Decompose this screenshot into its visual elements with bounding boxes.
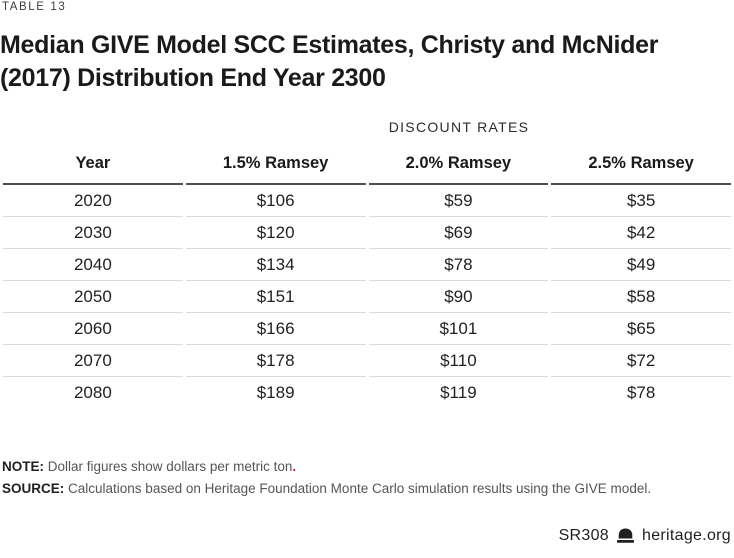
note-period-accent: .: [292, 459, 297, 474]
column-group-header: DISCOUNT RATES: [388, 119, 530, 135]
table-cell: 2040: [3, 249, 183, 281]
table-cell: $72: [551, 345, 731, 377]
column-header-year: Year: [3, 148, 183, 185]
table-cell: 2070: [3, 345, 183, 377]
page-footer: SR308 heritage.org: [559, 527, 731, 545]
table-cell: $120: [185, 217, 366, 249]
column-header-1-5-ramsey: 1.5% Ramsey: [185, 148, 366, 185]
table-row: 2030 $120 $69 $42: [3, 217, 731, 249]
table-cell: $78: [368, 249, 549, 281]
note-text: Dollar figures show dollars per metric t…: [44, 459, 293, 474]
table-cell: 2020: [3, 185, 183, 217]
column-header-2-0-ramsey: 2.0% Ramsey: [368, 148, 549, 185]
table-cell: $178: [185, 345, 366, 377]
table-cell: $119: [440, 383, 477, 402]
table-row: 2080 $189 $119 $78: [3, 377, 731, 409]
table-cell: $78: [626, 383, 656, 402]
table-cell: $58: [551, 281, 731, 313]
table-cell: 2050: [3, 281, 183, 313]
note-label: NOTE:: [2, 459, 44, 474]
source-line: SOURCE: Calculations based on Heritage F…: [2, 478, 734, 500]
scc-estimates-table: Year 1.5% Ramsey 2.0% Ramsey 2.5% Ramsey…: [0, 148, 734, 409]
table-row: 2060 $166 $101 $65: [3, 313, 731, 345]
site-link[interactable]: heritage.org: [642, 527, 731, 544]
table-cell: $151: [185, 281, 366, 313]
table-cell: $134: [185, 249, 366, 281]
table-title: Median GIVE Model SCC Estimates, Christy…: [0, 29, 700, 95]
table-row: 2020 $106 $59 $35: [3, 185, 731, 217]
liberty-bell-icon: [616, 528, 635, 544]
source-label: SOURCE:: [2, 481, 65, 496]
table-cell: $59: [368, 185, 549, 217]
table-notes: NOTE: Dollar figures show dollars per me…: [2, 456, 734, 500]
table-cell: $110: [368, 345, 549, 377]
column-header-2-5-ramsey: 2.5% Ramsey: [551, 148, 731, 185]
table-cell: $69: [368, 217, 549, 249]
table-cell: 2060: [3, 313, 183, 345]
table-cell: $166: [185, 313, 366, 345]
report-id: SR308: [558, 527, 609, 544]
table-cell: $106: [185, 185, 366, 217]
table-cell: $35: [551, 185, 731, 217]
table-row: 2040 $134 $78 $49: [3, 249, 731, 281]
table-cell: $49: [551, 249, 731, 281]
table-cell: 2030: [3, 217, 183, 249]
table-title-line1: Median GIVE Model SCC Estimates, Christy…: [0, 31, 659, 59]
table-number-label: TABLE 13: [2, 1, 67, 13]
table-cell: $189: [256, 383, 295, 402]
note-line: NOTE: Dollar figures show dollars per me…: [2, 456, 734, 478]
table-cell: $65: [551, 313, 731, 345]
table-cell: $90: [368, 281, 549, 313]
source-text: Calculations based on Heritage Foundatio…: [64, 481, 652, 496]
table-cell: $101: [368, 313, 549, 345]
table-cell: 2080: [73, 383, 112, 402]
table-header-row: Year 1.5% Ramsey 2.0% Ramsey 2.5% Ramsey: [3, 148, 731, 185]
table-title-line2: (2017) Distribution End Year 2300: [0, 64, 386, 92]
table-cell: $42: [551, 217, 731, 249]
table-row: 2050 $151 $90 $58: [3, 281, 731, 313]
table-row: 2070 $178 $110 $72: [3, 345, 731, 377]
